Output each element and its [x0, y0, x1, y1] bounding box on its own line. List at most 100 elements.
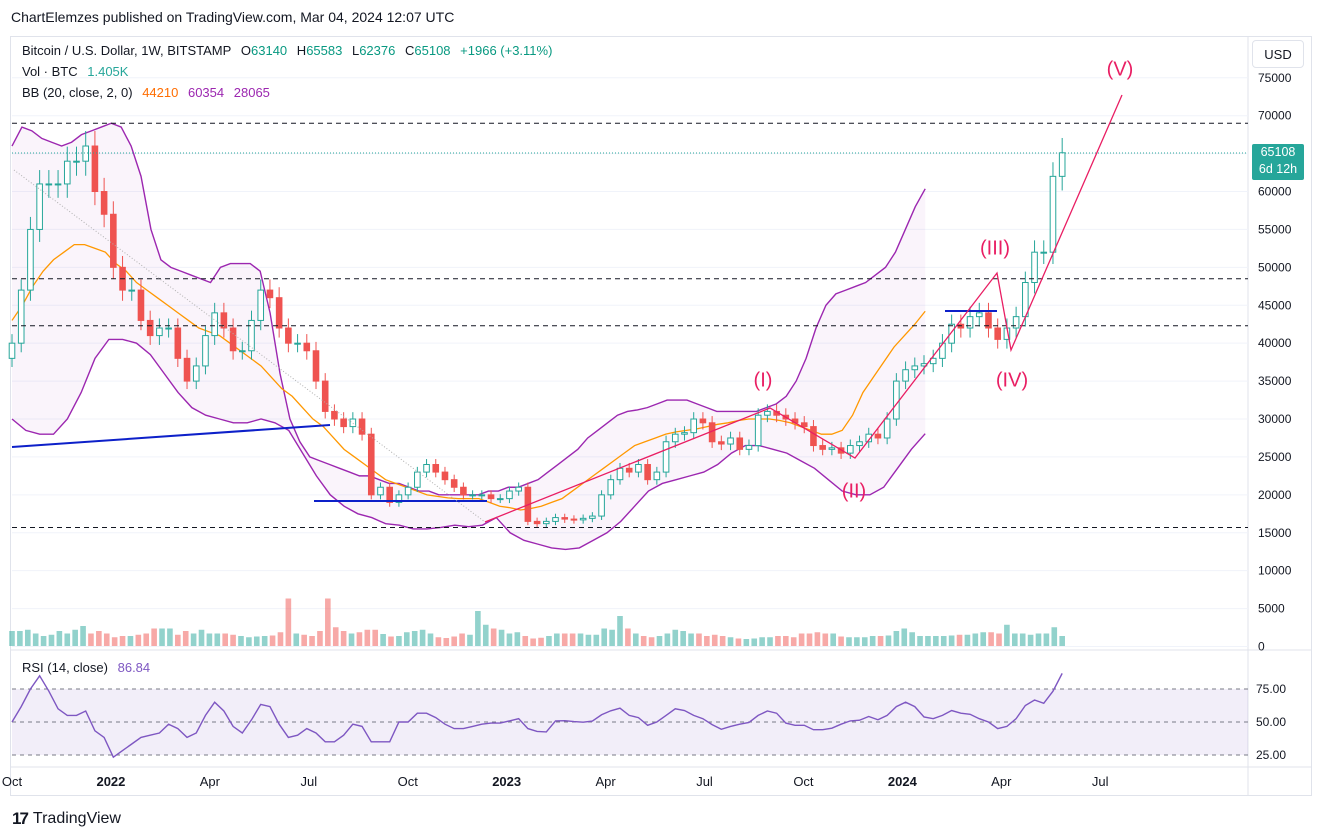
volume-bar — [214, 633, 221, 646]
candle-body — [598, 494, 605, 517]
volume-bar — [40, 636, 47, 646]
time-tick-label: Apr — [200, 774, 221, 789]
volume-bar — [198, 629, 205, 646]
candle-body — [506, 490, 513, 500]
volume-bar — [656, 636, 663, 646]
candle-body — [745, 445, 753, 450]
legend-row-rsi: RSI (14, close) 86.84 — [22, 660, 156, 675]
time-tick-label: Jul — [300, 774, 317, 789]
legend-row-bollinger: BB (20, close, 2, 0) 44210 60354 28065 — [22, 85, 276, 100]
candle-body — [893, 380, 900, 420]
candle-body — [386, 486, 393, 503]
volume-bar — [1051, 627, 1058, 646]
candle-body — [423, 464, 430, 473]
volume-bar — [822, 633, 829, 646]
volume-bar — [443, 638, 450, 646]
candle-body — [441, 471, 449, 481]
volume-bar — [632, 633, 639, 646]
candle-body — [819, 445, 826, 450]
candle-body — [220, 312, 228, 329]
candle-body — [331, 410, 338, 420]
candle-body — [239, 350, 246, 353]
volume-bar — [546, 636, 552, 646]
price-tick-label: 60000 — [1258, 185, 1292, 199]
candle-body — [865, 433, 873, 443]
volume-bar — [404, 632, 410, 646]
volume-bar — [388, 636, 394, 646]
time-tick-label: 2022 — [96, 774, 125, 789]
volume-bar — [514, 632, 521, 646]
volume-bar — [854, 637, 860, 646]
candle-body — [45, 183, 53, 186]
candle-body — [174, 327, 182, 359]
volume-bar — [356, 632, 363, 646]
volume-bar — [435, 637, 442, 646]
candle-body — [1049, 175, 1057, 253]
candle-body — [63, 160, 71, 185]
volume-bar — [490, 628, 497, 646]
volume-bar — [451, 636, 457, 646]
volume-bar — [719, 636, 726, 646]
volume-bar — [767, 637, 773, 646]
support-trendline — [11, 424, 331, 448]
volume-bar — [340, 631, 347, 646]
chart-frame — [10, 36, 1312, 796]
wave-label: (V) — [1107, 58, 1134, 80]
candle-body — [754, 414, 762, 447]
volume-bar — [482, 624, 489, 646]
candle-body — [635, 464, 642, 473]
bollinger-basis-line — [11, 243, 926, 511]
volume-bar — [127, 636, 134, 646]
wave-label: (II) — [842, 480, 866, 502]
currency-button[interactable]: USD — [1252, 40, 1304, 68]
volume-bar — [143, 633, 150, 646]
time-tick-label: 2024 — [888, 774, 918, 789]
volume-bar — [948, 635, 955, 646]
volume-bar — [901, 628, 908, 646]
volume-bar — [790, 637, 797, 646]
bar-countdown: 6d 12h — [1258, 162, 1298, 176]
volume-bar — [206, 633, 213, 646]
candle-body — [616, 467, 624, 481]
volume-bar — [325, 598, 331, 646]
volume-bar — [925, 636, 931, 646]
volume-bar — [253, 636, 260, 646]
candle-body — [414, 471, 421, 488]
candle-body — [17, 289, 25, 344]
volume-bar — [17, 631, 23, 646]
time-tick-label: Jul — [1092, 774, 1109, 789]
candle-body — [579, 517, 587, 521]
volume-bar — [688, 633, 694, 646]
tradingview-brand[interactable]: 17 TradingView — [12, 809, 121, 829]
candle-body — [874, 433, 882, 439]
candle-body — [450, 479, 458, 488]
tradingview-logo-icon: 17 — [12, 809, 29, 828]
volume-bar — [988, 632, 994, 646]
legend-volume-value: 1.405K — [87, 64, 129, 79]
volume-bar — [111, 637, 118, 646]
bollinger-upper-line — [11, 122, 926, 496]
volume-bar — [798, 633, 805, 646]
candle-body — [358, 418, 366, 435]
candle-body — [248, 319, 255, 352]
candle-body — [911, 365, 919, 371]
volume-bar — [814, 632, 821, 646]
time-tick-label: Oct — [2, 774, 23, 789]
candle-body — [128, 289, 136, 292]
volume-bar — [1043, 633, 1050, 646]
candle-body — [570, 518, 578, 521]
price-tick-label: 45000 — [1258, 298, 1292, 312]
volume-bar — [1035, 633, 1042, 646]
volume-bar — [751, 638, 758, 646]
volume-bar — [119, 636, 126, 646]
volume-bar — [475, 611, 481, 646]
candle-body — [54, 183, 62, 186]
volume-bar — [222, 633, 228, 646]
candle-body — [36, 183, 43, 230]
volume-bar — [246, 637, 252, 646]
volume-bar — [506, 633, 513, 646]
candle-body — [985, 312, 992, 329]
volume-bar — [617, 616, 623, 646]
volume-bar — [301, 634, 307, 646]
